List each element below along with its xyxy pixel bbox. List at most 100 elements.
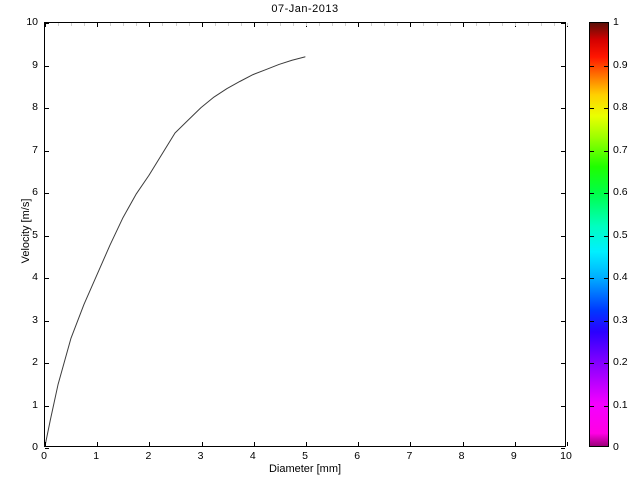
x-minor-mark (214, 23, 216, 26)
x-tick-label-2: 2 (145, 450, 152, 462)
colorbar-gradient (590, 23, 608, 446)
x-minor-mark (567, 23, 568, 26)
y-tick-right-0 (561, 448, 565, 449)
y-tick-4 (45, 278, 49, 279)
x-minor-mark (397, 23, 399, 26)
y-tick-right-4 (561, 278, 565, 279)
x-minor-mark (227, 23, 229, 26)
colorbar[interactable] (589, 22, 609, 447)
colorbar-tick-8 (590, 108, 594, 109)
x-tick-label-10: 10 (560, 450, 572, 462)
y-tick-7 (45, 150, 49, 152)
colorbar-tick-6 (590, 193, 594, 194)
y-tick-9 (45, 65, 49, 67)
x-minor-mark (136, 23, 138, 26)
colorbar-label-5: 0.5 (613, 228, 628, 241)
x-tick-top-6 (358, 23, 360, 27)
colorbar-label-4: 0.4 (613, 271, 628, 283)
y-tick-label-2: 2 (32, 356, 38, 368)
x-tick-label-0: 0 (41, 450, 47, 462)
x-tick-label-6: 6 (354, 450, 361, 462)
x-minor-mark (292, 23, 294, 26)
y-tick-right-5 (561, 235, 565, 237)
y-tick-right-2 (561, 363, 565, 364)
x-tick-label-3: 3 (197, 450, 204, 462)
y-tick-label-8: 8 (32, 101, 38, 113)
x-tick-top-3 (201, 23, 203, 27)
y-tick-label-1: 1 (32, 398, 38, 411)
x-minor-mark (332, 23, 334, 26)
x-minor-mark (266, 23, 268, 26)
x-tick-10 (567, 442, 568, 446)
colorbar-tick-4 (604, 278, 608, 279)
x-tick-top-7 (410, 23, 412, 27)
x-tick-2 (149, 442, 151, 446)
plot-area (45, 23, 568, 449)
x-minor-mark (527, 23, 529, 26)
colorbar-tick-9 (604, 65, 608, 67)
y-tick-right-3 (561, 320, 565, 322)
x-minor-mark (423, 23, 425, 26)
y-tick-label-4: 4 (32, 271, 38, 283)
x-tick-9 (514, 442, 516, 446)
colorbar-tick-8 (604, 108, 608, 109)
x-minor-mark (345, 23, 347, 26)
colorbar-label-0: 0 (613, 441, 619, 453)
colorbar-tick-5 (590, 235, 594, 237)
colorbar-tick-1 (590, 405, 594, 407)
x-minor-mark (475, 23, 477, 26)
x-minor-mark (58, 23, 60, 26)
y-tick-10 (45, 23, 49, 24)
x-minor-mark (175, 23, 177, 26)
colorbar-label-2: 0.2 (613, 356, 628, 368)
x-tick-8 (462, 442, 464, 446)
y-tick-3 (45, 320, 49, 322)
colorbar-tick-7 (590, 150, 594, 152)
x-tick-top-8 (462, 23, 464, 27)
y-tick-label-3: 3 (32, 313, 38, 326)
x-minor-mark (553, 23, 555, 26)
y-tick-2 (45, 363, 49, 364)
colorbar-label-9: 0.9 (613, 58, 628, 71)
colorbar-tick-5 (604, 235, 608, 237)
x-minor-mark (71, 23, 73, 26)
y-tick-8 (45, 108, 49, 109)
y-tick-label-9: 9 (32, 58, 38, 71)
y-tick-label-6: 6 (32, 186, 38, 198)
y-tick-right-1 (561, 405, 565, 407)
x-tick-label-7: 7 (406, 450, 413, 462)
x-tick-0 (45, 442, 46, 446)
colorbar-tick-6 (604, 193, 608, 194)
x-tick-top-0 (45, 23, 46, 27)
x-minor-mark (540, 23, 542, 26)
y-tick-right-9 (561, 65, 565, 67)
x-tick-5 (306, 442, 307, 446)
x-tick-label-8: 8 (458, 450, 465, 462)
y-tick-right-8 (561, 108, 565, 109)
x-minor-mark (84, 23, 86, 26)
velocity-diameter-curve (45, 23, 565, 446)
x-minor-mark (162, 23, 164, 26)
colorbar-label-8: 0.8 (613, 101, 628, 113)
colorbar-label-7: 0.7 (613, 143, 628, 156)
colorbar-tick-4 (590, 278, 594, 279)
colorbar-label-1: 0.1 (613, 398, 628, 411)
x-minor-mark (123, 23, 125, 26)
colorbar-tick-9 (590, 65, 594, 67)
x-minor-mark (279, 23, 281, 26)
x-minor-mark (188, 23, 190, 26)
x-tick-label-5: 5 (302, 450, 308, 462)
x-tick-4 (253, 442, 255, 446)
x-minor-mark (306, 23, 307, 26)
colorbar-tick-3 (590, 320, 594, 322)
x-tick-top-1 (97, 23, 99, 27)
y-tick-right-6 (561, 193, 565, 194)
x-axis-title: Diameter [mm] (268, 463, 342, 475)
curve-polyline (45, 57, 305, 446)
x-minor-mark (449, 23, 451, 26)
y-tick-0 (45, 448, 49, 449)
x-minor-mark (384, 23, 386, 26)
colorbar-tick-2 (590, 363, 594, 364)
x-tick-top-2 (149, 23, 151, 27)
y-tick-1 (45, 405, 49, 407)
